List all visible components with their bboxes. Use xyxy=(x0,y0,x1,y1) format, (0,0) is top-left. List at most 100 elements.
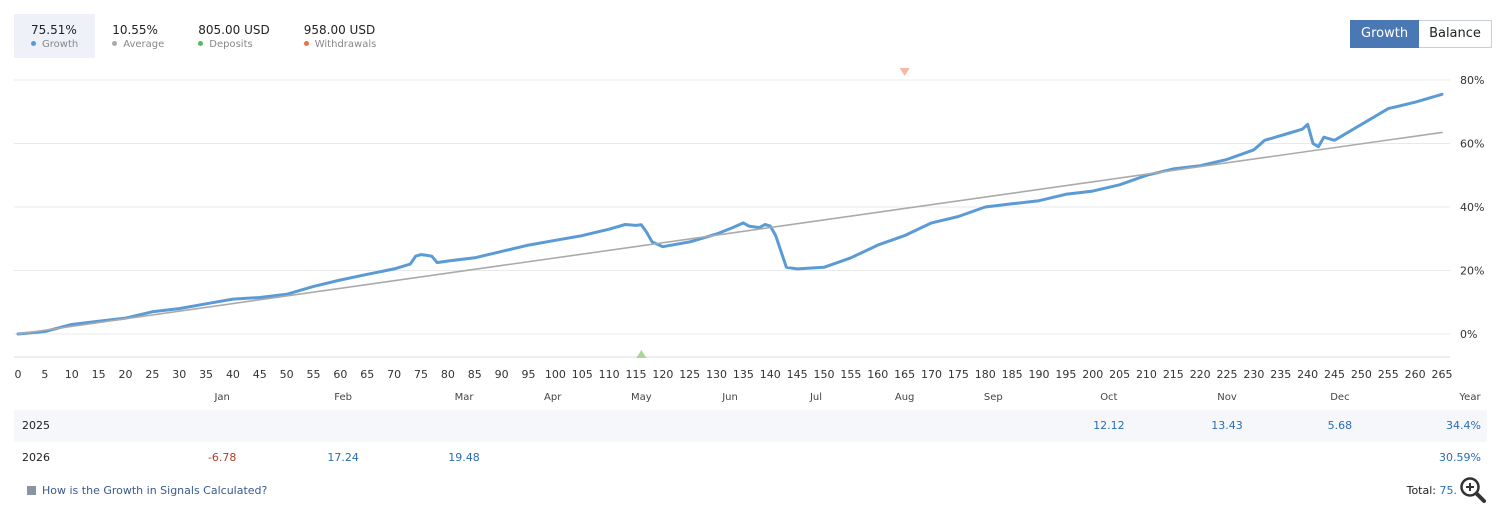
legend-item-deposits[interactable]: 805.00 USD Deposits xyxy=(181,14,286,58)
x-tick-label: 225 xyxy=(1217,368,1238,381)
withdrawal-marker xyxy=(899,68,910,76)
x-tick-label: 165 xyxy=(894,368,915,381)
legend-value: 10.55% xyxy=(112,23,158,37)
x-tick-label: 170 xyxy=(921,368,942,381)
legend-label: Average xyxy=(112,38,164,51)
legend-label: Deposits xyxy=(198,38,269,51)
x-tick-label: 80 xyxy=(441,368,455,381)
x-tick-label: 255 xyxy=(1378,368,1399,381)
x-tick-label: 120 xyxy=(652,368,673,381)
year-row: 2025 12.12 13.43 5.68 34.4% xyxy=(14,410,1487,442)
month-label: Nov xyxy=(1217,392,1237,403)
total-value: 75. xyxy=(1439,484,1458,497)
dot-icon xyxy=(112,41,118,46)
growth-calculation-link-text: How is the Growth in Signals Calculated? xyxy=(42,484,268,497)
info-square-icon xyxy=(27,486,36,495)
dot-icon xyxy=(31,41,36,46)
x-tick-label: 90 xyxy=(495,368,509,381)
x-tick-label: 20 xyxy=(118,368,132,381)
growth-chart: 0% 20% 40% 60% 80% 0 5 10 15 20 25 30 35 40 45 50 55 60 65… xyxy=(14,68,1484,403)
x-tick-label: 250 xyxy=(1351,368,1372,381)
legend: 75.51% Growth 10.55% Average 805.00 USD … xyxy=(14,14,393,58)
x-tick-label: 10 xyxy=(65,368,79,381)
year-label: 2026 xyxy=(22,451,50,464)
x-tick-label: 125 xyxy=(679,368,700,381)
x-tick-label: 140 xyxy=(760,368,781,381)
total: Total: 75. xyxy=(1407,484,1457,498)
month-return-value: 5.68 xyxy=(1327,419,1353,432)
month-return-value: 12.12 xyxy=(1093,419,1125,432)
month-label: Aug xyxy=(895,392,915,403)
x-tick-label: 100 xyxy=(545,368,566,381)
month-label: Apr xyxy=(544,392,562,403)
deposit-marker xyxy=(636,350,647,358)
y-tick-label: 80% xyxy=(1460,74,1484,87)
zoom-in-icon[interactable] xyxy=(1459,476,1487,504)
x-tick-label: 215 xyxy=(1163,368,1184,381)
x-tick-label: 70 xyxy=(387,368,401,381)
legend-item-withdrawals[interactable]: 958.00 USD Withdrawals xyxy=(287,14,394,58)
legend-item-average[interactable]: 10.55% Average xyxy=(95,14,181,58)
month-label: Jan xyxy=(213,392,229,403)
legend-item-growth[interactable]: 75.51% Growth xyxy=(14,14,96,58)
x-tick-label: 185 xyxy=(1002,368,1023,381)
x-tick-label: 50 xyxy=(280,368,294,381)
x-tick-label: 195 xyxy=(1055,368,1076,381)
legend-label: Withdrawals xyxy=(303,38,377,51)
legend-value: 958.00 USD xyxy=(303,23,376,37)
month-label: Jul xyxy=(809,392,822,403)
legend-label-text: Deposits xyxy=(209,39,253,50)
x-tick-label: 155 xyxy=(840,368,861,381)
x-tick-label: 205 xyxy=(1109,368,1130,381)
month-label: Dec xyxy=(1330,392,1349,403)
x-tick-label: 245 xyxy=(1324,368,1345,381)
x-tick-label: 210 xyxy=(1136,368,1157,381)
legend-label-text: Average xyxy=(123,39,165,50)
x-tick-label: 95 xyxy=(521,368,535,381)
x-tick-label: 55 xyxy=(307,368,321,381)
balance-button[interactable]: Balance xyxy=(1419,20,1492,48)
x-tick-label: 180 xyxy=(975,368,996,381)
x-tick-label: 240 xyxy=(1297,368,1318,381)
y-tick-label: 40% xyxy=(1460,201,1484,214)
month-return-value: -6.78 xyxy=(207,451,237,464)
month-label: Sep xyxy=(984,392,1003,403)
month-label: May xyxy=(631,392,652,403)
month-return-value: 19.48 xyxy=(448,451,480,464)
x-tick-label: 45 xyxy=(253,368,267,381)
x-tick-label: 175 xyxy=(948,368,969,381)
y-tick-label: 0% xyxy=(1460,328,1477,341)
growth-button[interactable]: Growth xyxy=(1350,20,1420,48)
x-tick-label: 230 xyxy=(1243,368,1264,381)
x-tick-label: 110 xyxy=(599,368,620,381)
x-tick-label: 60 xyxy=(333,368,347,381)
x-tick-label: 40 xyxy=(226,368,240,381)
growth-calculation-link[interactable]: How is the Growth in Signals Calculated? xyxy=(27,484,267,498)
legend-label-text: Withdrawals xyxy=(314,39,377,50)
y-tick-label: 60% xyxy=(1460,138,1484,151)
x-tick-label: 200 xyxy=(1082,368,1103,381)
year-axis-label: Year xyxy=(1458,392,1481,403)
month-return-value: 17.24 xyxy=(327,451,359,464)
growth-balance-toggle: Growth Balance xyxy=(1350,20,1492,48)
month-label: Jun xyxy=(721,392,738,403)
legend-label-text: Growth xyxy=(42,39,79,50)
year-table: 2025 12.12 13.43 5.68 34.4% 2026 -6.78 17.24… xyxy=(14,410,1487,474)
x-tick-label: 260 xyxy=(1405,368,1426,381)
x-tick-label: 235 xyxy=(1270,368,1291,381)
year-total-value: 34.4% xyxy=(1446,419,1481,432)
month-label: Mar xyxy=(455,392,475,403)
x-tick-label: 115 xyxy=(625,368,646,381)
x-tick-label: 190 xyxy=(1028,368,1049,381)
x-tick-label: 220 xyxy=(1190,368,1211,381)
series-line-growth xyxy=(16,92,1444,336)
x-tick-label: 15 xyxy=(92,368,106,381)
x-tick-label: 160 xyxy=(867,368,888,381)
month-label: Oct xyxy=(1100,392,1117,403)
x-tick-label: 105 xyxy=(572,368,593,381)
x-tick-label: 145 xyxy=(787,368,808,381)
dot-icon xyxy=(303,41,309,46)
x-tick-label: 35 xyxy=(199,368,213,381)
year-label: 2025 xyxy=(22,419,50,432)
x-tick-label: 65 xyxy=(360,368,374,381)
